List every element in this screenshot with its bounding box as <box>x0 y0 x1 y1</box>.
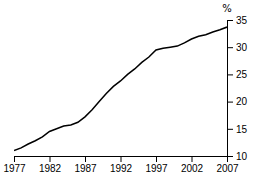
tick-label: 30 <box>236 42 248 53</box>
axis-line <box>15 157 228 163</box>
x-axis: 1977 1982 1987 1992 1997 2002 2007 <box>3 156 239 174</box>
tick-mark <box>227 129 233 130</box>
tick: 1977 <box>3 156 26 174</box>
tick-label: 1997 <box>145 163 168 174</box>
tick: 30 <box>227 42 248 53</box>
tick-mark <box>121 156 122 162</box>
line <box>14 27 227 150</box>
marks <box>14 27 227 150</box>
tick: 10 <box>227 151 248 162</box>
tick: 1997 <box>145 156 168 174</box>
tick-mark <box>14 156 15 162</box>
tick-label: 2002 <box>181 163 204 174</box>
tick-mark <box>85 156 86 162</box>
tick-label: 10 <box>236 151 248 162</box>
tick-label: 1987 <box>74 163 97 174</box>
tick-mark <box>192 156 193 162</box>
tick-mark <box>50 156 51 162</box>
tick-label: 1982 <box>39 163 62 174</box>
tick-label: 1992 <box>110 163 133 174</box>
tick-label: 20 <box>236 96 248 107</box>
tick-mark <box>227 20 233 21</box>
y-axis-label: % <box>222 3 232 14</box>
tick-mark <box>227 47 233 48</box>
tick-mark <box>227 74 233 75</box>
tick: 1992 <box>110 156 133 174</box>
tick-mark <box>227 102 233 103</box>
tick-label: 1977 <box>3 163 26 174</box>
tick: 20 <box>227 96 248 107</box>
tick: 15 <box>227 124 248 135</box>
axis-line <box>228 21 234 157</box>
tick-mark <box>156 156 157 162</box>
chart: 1977 1982 1987 1992 1997 2002 200710 15 20 25 30 35… <box>0 0 257 178</box>
tick: 25 <box>227 69 248 80</box>
tick-label: 25 <box>236 69 248 80</box>
tick-label: 15 <box>236 124 248 135</box>
tick-label: 35 <box>236 15 248 26</box>
tick: 35 <box>227 15 248 26</box>
tick: 1982 <box>39 156 62 174</box>
tick: 1987 <box>74 156 97 174</box>
tick: 2002 <box>181 156 204 174</box>
y-axis: 10 15 20 25 30 35 <box>227 15 248 162</box>
plot: 1977 1982 1987 1992 1997 2002 200710 15 20 25 30 35… <box>3 3 247 174</box>
tick-label: 2007 <box>216 163 239 174</box>
tick-mark <box>227 156 233 157</box>
